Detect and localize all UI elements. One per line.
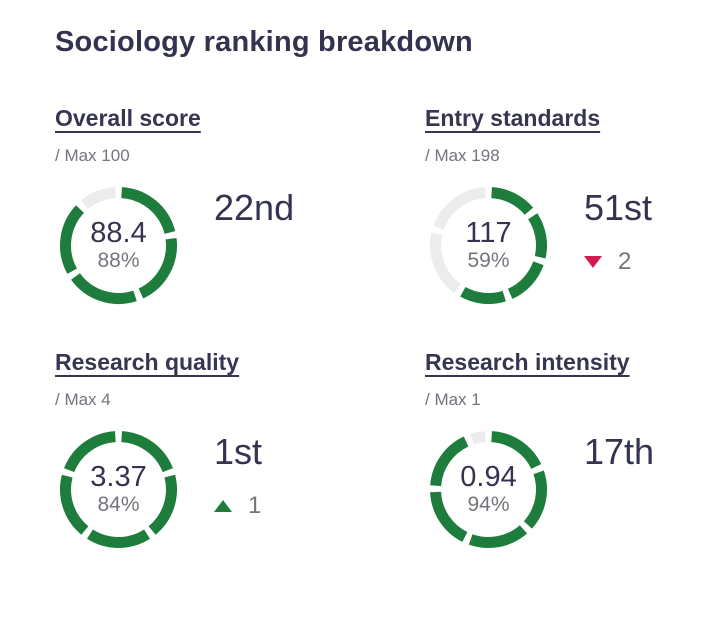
overall-score-link[interactable]: Overall score — [55, 105, 201, 131]
overall-score-max-label: / Max 100 — [55, 146, 130, 165]
research-intensity-donut-chart: 0.94 94% — [425, 426, 552, 553]
entry-standards-link[interactable]: Entry standards — [425, 105, 601, 131]
donut-ring — [60, 431, 177, 548]
research-intensity-max-label: / Max 1 — [425, 390, 481, 409]
donut-ring — [430, 431, 547, 548]
donut-ring — [430, 187, 547, 304]
page-title: Sociology ranking breakdown — [55, 26, 473, 58]
card-overall-score: Overall score / Max 100 88.4 88% 22nd — [55, 105, 425, 309]
research-quality-link[interactable]: Research quality — [55, 349, 240, 375]
research-quality-rank: 1st — [214, 431, 263, 472]
card-research-intensity: Research intensity / Max 1 0.94 94% 17th — [425, 349, 716, 553]
overall-score-rank: 22nd — [214, 187, 295, 228]
research-quality-rank-change: 1 — [214, 492, 262, 520]
ranking-breakdown-section: Sociology ranking breakdown Overall scor… — [55, 26, 716, 553]
research-quality-donut-chart: 3.37 84% — [55, 426, 182, 553]
entry-standards-rank: 51st — [584, 187, 653, 228]
card-research-quality: Research quality / Max 4 3.37 84% 1st 1 — [55, 349, 425, 553]
metric-cards-grid: Overall score / Max 100 88.4 88% 22nd En… — [55, 105, 716, 553]
entry-standards-change-amount: 2 — [618, 247, 632, 275]
research-intensity-rank: 17th — [584, 431, 655, 472]
donut-ring — [60, 187, 177, 304]
research-intensity-link[interactable]: Research intensity — [425, 349, 630, 375]
entry-standards-max-label: / Max 198 — [425, 146, 500, 165]
card-entry-standards: Entry standards / Max 198 117 59% 51st 2 — [425, 105, 716, 309]
entry-standards-donut-chart: 117 59% — [425, 182, 552, 309]
rank-down-triangle-icon — [584, 255, 602, 268]
research-quality-max-label: / Max 4 — [55, 390, 111, 409]
overall-score-donut-chart: 88.4 88% — [55, 182, 182, 309]
entry-standards-rank-change: 2 — [584, 248, 652, 276]
research-quality-change-amount: 1 — [248, 491, 262, 519]
rank-up-triangle-icon — [214, 499, 232, 512]
